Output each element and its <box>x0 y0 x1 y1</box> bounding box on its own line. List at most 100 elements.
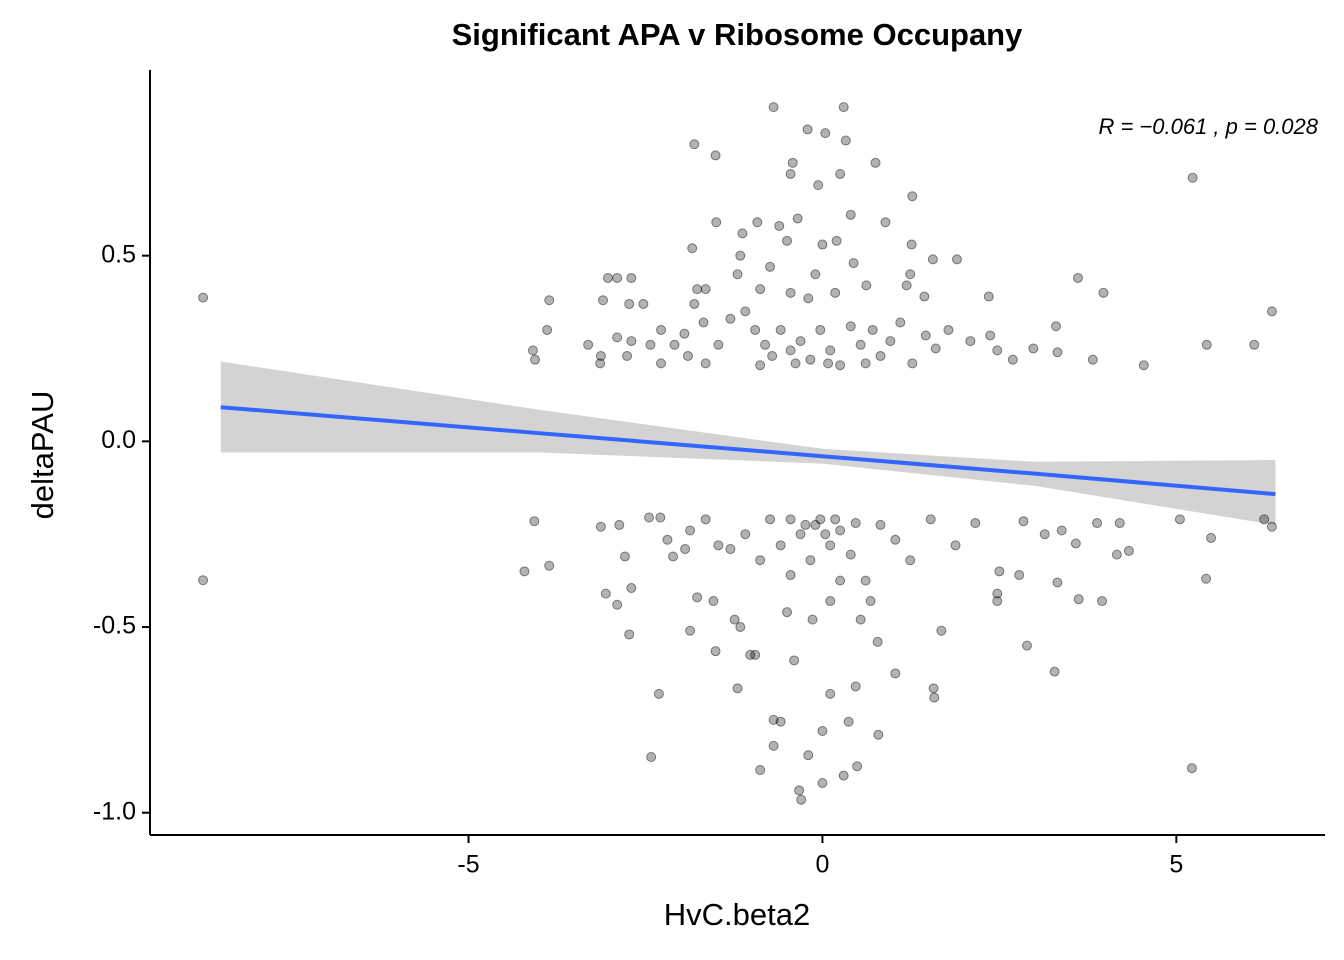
point <box>867 324 878 335</box>
point <box>1092 518 1103 529</box>
point <box>802 124 813 135</box>
point <box>732 269 743 280</box>
point <box>1007 354 1018 365</box>
point <box>787 157 798 168</box>
y-tick-label: 0.0 <box>101 426 136 454</box>
chart-title: Significant APA v Ribosome Occupany <box>452 17 1023 52</box>
point <box>951 254 962 265</box>
point <box>919 291 930 302</box>
point <box>789 655 800 666</box>
point <box>544 560 555 571</box>
point <box>901 280 912 291</box>
point <box>755 360 766 371</box>
point <box>646 752 657 763</box>
point <box>527 345 538 356</box>
point <box>805 354 816 365</box>
point <box>805 555 816 566</box>
point <box>612 332 623 343</box>
point <box>708 596 719 607</box>
point <box>612 599 623 610</box>
point <box>1114 518 1125 529</box>
point <box>838 102 849 113</box>
point <box>774 220 785 231</box>
point <box>669 339 680 350</box>
point <box>994 566 1005 577</box>
point <box>890 534 901 545</box>
x-tick-label: -5 <box>457 851 479 879</box>
point <box>1174 514 1185 525</box>
point <box>626 336 637 347</box>
point <box>529 516 540 527</box>
point <box>838 770 849 781</box>
point <box>1138 360 1149 371</box>
point <box>679 328 690 339</box>
point <box>740 529 751 540</box>
point <box>768 740 779 751</box>
point <box>1249 339 1260 350</box>
point <box>1039 529 1050 540</box>
point <box>835 575 846 586</box>
point <box>1014 570 1025 581</box>
point <box>685 525 696 536</box>
point <box>1201 573 1212 584</box>
point <box>692 592 703 603</box>
point <box>711 217 722 228</box>
point <box>870 157 881 168</box>
point <box>198 292 209 303</box>
point <box>927 254 938 265</box>
point <box>765 514 776 525</box>
point <box>685 625 696 636</box>
point <box>850 681 861 692</box>
point <box>785 168 796 179</box>
point <box>619 551 630 562</box>
point <box>929 692 940 703</box>
point <box>1049 666 1060 677</box>
point <box>1056 525 1067 536</box>
point <box>830 287 841 298</box>
x-tick-label: 0 <box>815 851 829 879</box>
y-tick-label: -1.0 <box>93 797 136 825</box>
point <box>624 298 635 309</box>
point <box>810 269 821 280</box>
point <box>936 625 947 636</box>
point <box>803 293 814 304</box>
y-tick-label: 0.5 <box>101 240 136 268</box>
point <box>725 313 736 324</box>
point <box>544 295 555 306</box>
point <box>890 668 901 679</box>
point <box>860 575 871 586</box>
point <box>530 354 541 365</box>
point <box>689 298 700 309</box>
point <box>595 521 606 532</box>
point <box>861 280 872 291</box>
point <box>835 168 846 179</box>
point <box>542 324 553 335</box>
point <box>750 649 761 660</box>
point <box>905 555 916 566</box>
point <box>983 291 994 302</box>
point <box>803 750 814 761</box>
point <box>848 258 859 269</box>
point <box>656 324 667 335</box>
point <box>835 360 846 371</box>
point <box>800 519 811 530</box>
point <box>830 514 841 525</box>
point <box>875 519 886 530</box>
point <box>1072 272 1083 283</box>
point <box>1087 354 1098 365</box>
point <box>1186 763 1197 774</box>
point <box>655 512 666 523</box>
point <box>700 284 711 295</box>
point <box>873 729 884 740</box>
point <box>825 596 836 607</box>
point <box>689 139 700 150</box>
point <box>198 575 209 586</box>
point <box>765 261 776 272</box>
point <box>1201 339 1212 350</box>
point <box>760 339 771 350</box>
point <box>775 716 786 727</box>
point <box>626 583 637 594</box>
point <box>755 765 766 776</box>
point <box>595 358 606 369</box>
